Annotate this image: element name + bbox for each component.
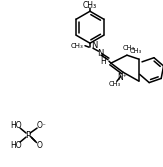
Text: CH₃: CH₃ bbox=[70, 43, 83, 49]
Text: H: H bbox=[100, 57, 106, 66]
Text: O⁻: O⁻ bbox=[36, 121, 46, 130]
Text: N: N bbox=[97, 49, 103, 58]
Text: N⁺: N⁺ bbox=[117, 73, 127, 82]
Text: CH₃: CH₃ bbox=[130, 48, 142, 54]
Text: CH₃: CH₃ bbox=[123, 45, 135, 51]
Text: HO: HO bbox=[10, 141, 22, 149]
Text: CH₃: CH₃ bbox=[83, 1, 97, 10]
Text: N: N bbox=[91, 41, 97, 50]
Text: CH₃: CH₃ bbox=[109, 81, 121, 87]
Text: HO: HO bbox=[10, 121, 22, 130]
Text: O: O bbox=[36, 141, 42, 149]
Text: P: P bbox=[26, 131, 31, 140]
